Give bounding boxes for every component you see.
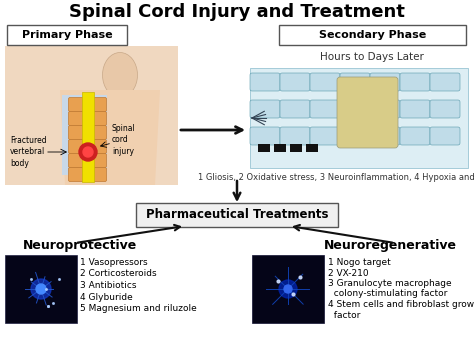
Circle shape — [279, 280, 297, 298]
Text: 2 VX-210: 2 VX-210 — [328, 268, 369, 277]
FancyBboxPatch shape — [337, 77, 398, 148]
FancyBboxPatch shape — [430, 100, 460, 118]
Text: colony-stimulating factor: colony-stimulating factor — [328, 290, 447, 298]
Text: factor: factor — [328, 311, 360, 319]
Text: 1 Nogo target: 1 Nogo target — [328, 258, 391, 267]
FancyBboxPatch shape — [252, 255, 324, 323]
Circle shape — [83, 147, 93, 157]
FancyBboxPatch shape — [258, 144, 270, 152]
Text: 4 Glyburide: 4 Glyburide — [80, 292, 133, 302]
FancyBboxPatch shape — [69, 111, 107, 126]
FancyBboxPatch shape — [340, 100, 370, 118]
FancyBboxPatch shape — [280, 73, 310, 91]
Text: 2 Corticosteroids: 2 Corticosteroids — [80, 269, 156, 279]
Text: Spinal
cord
injury: Spinal cord injury — [112, 124, 136, 156]
FancyBboxPatch shape — [136, 203, 338, 227]
FancyBboxPatch shape — [370, 127, 400, 145]
FancyBboxPatch shape — [400, 127, 430, 145]
Text: 4 Stem cells and fibroblast growth: 4 Stem cells and fibroblast growth — [328, 300, 474, 309]
FancyBboxPatch shape — [400, 73, 430, 91]
FancyBboxPatch shape — [306, 144, 318, 152]
FancyBboxPatch shape — [62, 95, 107, 175]
FancyBboxPatch shape — [430, 127, 460, 145]
Text: Primary Phase: Primary Phase — [22, 30, 112, 40]
FancyBboxPatch shape — [280, 127, 310, 145]
FancyBboxPatch shape — [7, 25, 127, 45]
Text: Neuroprotective: Neuroprotective — [23, 238, 137, 252]
Circle shape — [36, 284, 46, 294]
FancyBboxPatch shape — [5, 255, 77, 323]
FancyBboxPatch shape — [340, 127, 370, 145]
FancyBboxPatch shape — [279, 25, 466, 45]
Circle shape — [31, 279, 51, 299]
Text: Pharmaceutical Treatments: Pharmaceutical Treatments — [146, 208, 328, 222]
FancyBboxPatch shape — [69, 154, 107, 168]
FancyBboxPatch shape — [69, 126, 107, 140]
FancyBboxPatch shape — [69, 97, 107, 111]
Text: Hours to Days Later: Hours to Days Later — [320, 52, 424, 62]
FancyBboxPatch shape — [250, 100, 280, 118]
FancyBboxPatch shape — [250, 68, 468, 168]
FancyBboxPatch shape — [82, 92, 94, 182]
Text: Fractured
vertebral
body: Fractured vertebral body — [10, 136, 46, 168]
Text: Secondary Phase: Secondary Phase — [319, 30, 426, 40]
FancyBboxPatch shape — [310, 73, 340, 91]
FancyBboxPatch shape — [310, 100, 340, 118]
Text: Spinal Cord Injury and Treatment: Spinal Cord Injury and Treatment — [69, 3, 405, 21]
Circle shape — [79, 143, 97, 161]
FancyBboxPatch shape — [340, 73, 370, 91]
Ellipse shape — [102, 52, 137, 97]
Text: 1 Vasopressors: 1 Vasopressors — [80, 258, 147, 267]
FancyBboxPatch shape — [69, 168, 107, 181]
FancyBboxPatch shape — [250, 127, 280, 145]
FancyBboxPatch shape — [290, 144, 302, 152]
FancyBboxPatch shape — [69, 140, 107, 154]
FancyBboxPatch shape — [250, 73, 280, 91]
Text: 3 Granulocyte macrophage: 3 Granulocyte macrophage — [328, 279, 452, 288]
FancyBboxPatch shape — [400, 100, 430, 118]
Polygon shape — [5, 46, 178, 185]
FancyBboxPatch shape — [430, 73, 460, 91]
FancyBboxPatch shape — [274, 144, 286, 152]
FancyBboxPatch shape — [370, 73, 400, 91]
Text: 5 Magnesium and riluzole: 5 Magnesium and riluzole — [80, 304, 197, 313]
Text: 3 Antibiotics: 3 Antibiotics — [80, 281, 137, 290]
FancyBboxPatch shape — [370, 100, 400, 118]
Polygon shape — [60, 90, 160, 185]
Circle shape — [284, 285, 292, 293]
FancyBboxPatch shape — [280, 100, 310, 118]
Text: Neuroregenerative: Neuroregenerative — [323, 238, 456, 252]
Text: 1 Gliosis, 2 Oxidative stress, 3 Neuroinflammation, 4 Hypoxia and cell death: 1 Gliosis, 2 Oxidative stress, 3 Neuroin… — [199, 173, 474, 182]
FancyBboxPatch shape — [310, 127, 340, 145]
